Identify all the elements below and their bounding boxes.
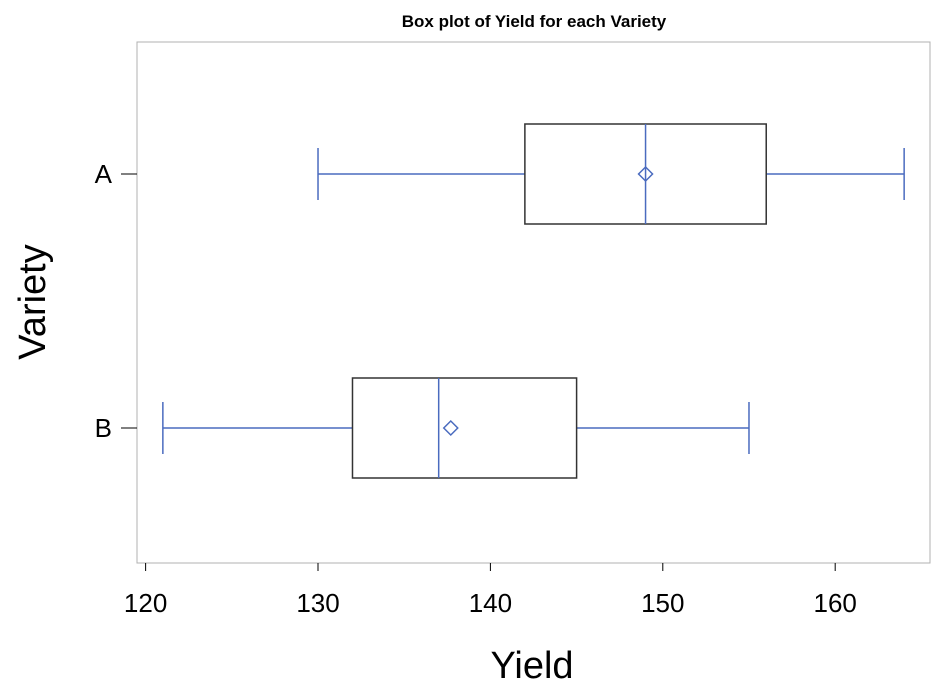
x-axis-label: Yield — [490, 645, 573, 687]
x-tick-label: 130 — [296, 588, 339, 618]
x-axis: 120 130 140 150 160 — [124, 563, 857, 618]
y-axis: AB — [95, 159, 137, 443]
box-group-a — [317, 123, 905, 225]
x-tick-label: 150 — [641, 588, 684, 618]
x-tick-label: 160 — [813, 588, 856, 618]
mean-marker — [442, 419, 459, 437]
box-group-b — [162, 377, 750, 479]
chart-title: Box plot of Yield for each Variety — [402, 12, 667, 31]
y-tick-label: B — [95, 413, 112, 443]
y-tick-label: A — [95, 159, 113, 189]
mean-marker — [637, 165, 654, 183]
x-tick-label: 120 — [124, 588, 167, 618]
y-axis-label: Variety — [12, 244, 54, 359]
iqr-box — [351, 377, 578, 479]
box-series — [162, 123, 905, 479]
plot-area-frame — [136, 41, 931, 564]
x-tick-label: 140 — [469, 588, 512, 618]
